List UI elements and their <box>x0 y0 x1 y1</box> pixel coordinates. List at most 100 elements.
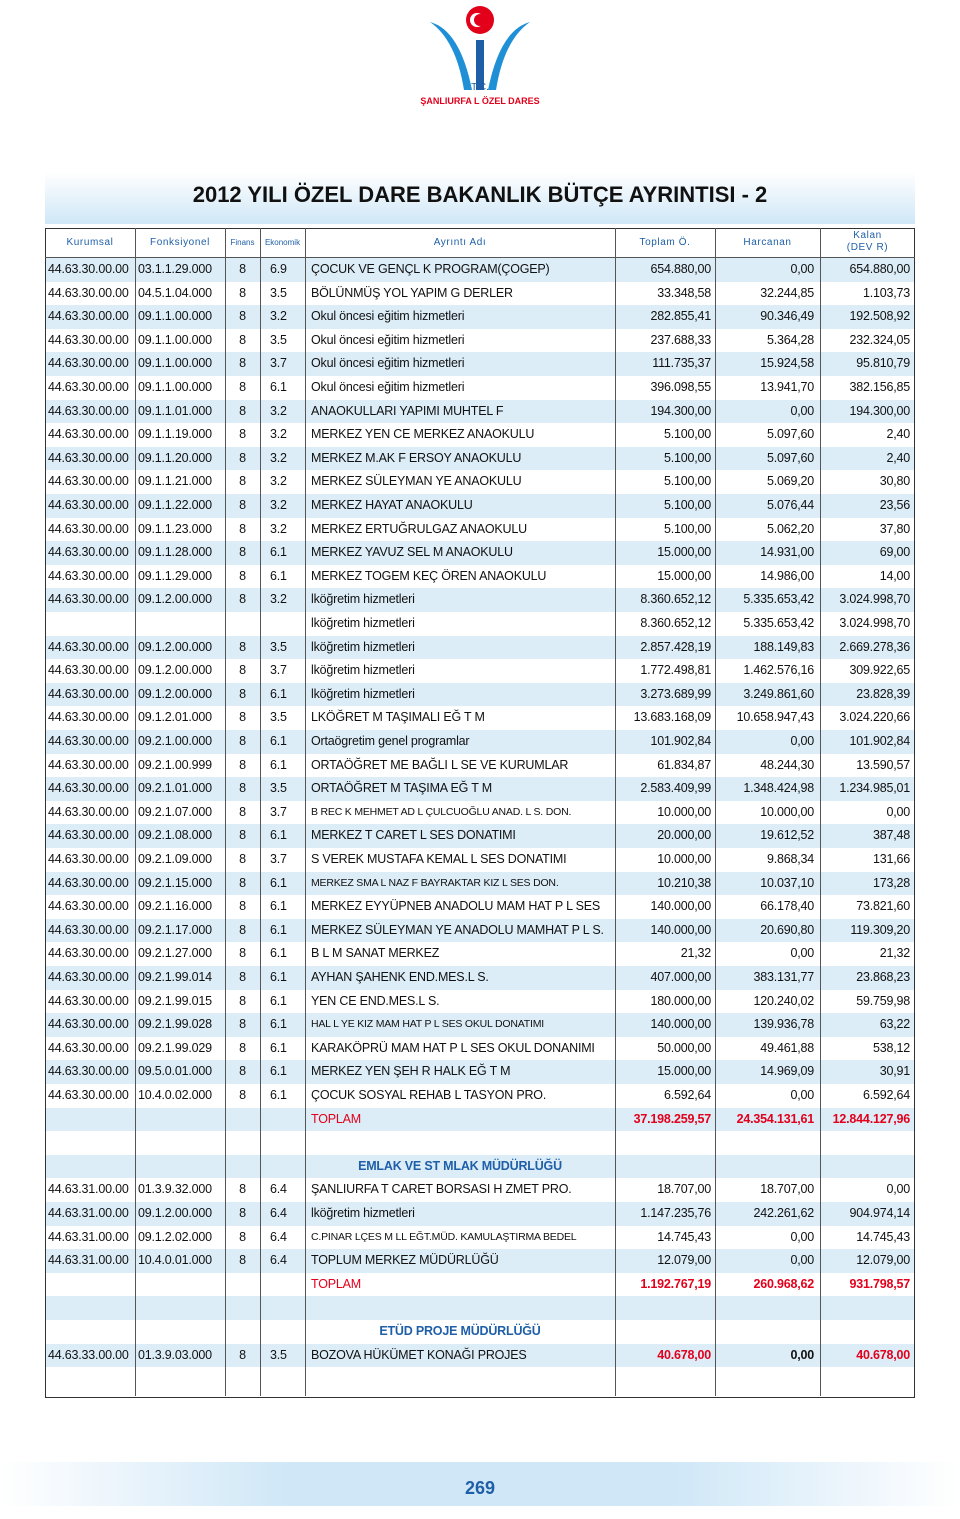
cell-fin: 8 <box>239 262 246 276</box>
cell-fin: 8 <box>239 1253 246 1268</box>
row-stripe <box>45 918 915 943</box>
cell-t: 1.772.498,81 <box>640 663 711 678</box>
row-stripe <box>45 871 915 896</box>
cell-t: 50.000,00 <box>657 1040 711 1055</box>
cell-fin: 8 <box>239 1347 246 1362</box>
cell-ad: lköğretim hizmetleri <box>311 592 415 607</box>
cell-k: 44.63.31.00.00 <box>48 1253 129 1268</box>
cell-t: 2.583.409,99 <box>640 781 711 796</box>
cell-k: 44.63.30.00.00 <box>48 875 129 890</box>
cell-ad: LKÖĞRET M TAŞIMALI EĞ T M <box>311 710 485 725</box>
cell-kl: 0,00 <box>886 804 910 819</box>
cell-ad: TOPLAM <box>311 1111 361 1126</box>
cell-k: 44.63.30.00.00 <box>48 262 129 276</box>
cell-ad: BÖLÜNMÜŞ YOL YAPIM G DERLER <box>311 285 513 300</box>
cell-k: 44.63.30.00.00 <box>48 922 129 937</box>
cell-e: 6.1 <box>270 946 287 961</box>
cell-fin: 8 <box>239 663 246 678</box>
cell-fin: 8 <box>239 946 246 961</box>
logo-line2: ŞANLIURFA L ÖZEL DARES <box>420 96 539 106</box>
cell-fin: 8 <box>239 686 246 701</box>
cell-k: 44.63.30.00.00 <box>48 828 129 843</box>
cell-ad: ORTAÖĞRET M TAŞIMA EĞ T M <box>311 781 492 796</box>
cell-h: 90.346,49 <box>760 309 814 324</box>
cell-f: 09.1.2.02.000 <box>138 1229 212 1244</box>
row-stripe <box>45 305 915 329</box>
cell-e: 3.5 <box>270 1347 287 1362</box>
cell-f: 01.3.9.03.000 <box>138 1347 212 1362</box>
cell-e: 6.4 <box>270 1206 287 1220</box>
cell-fin: 8 <box>239 309 246 324</box>
column-line <box>715 228 716 1396</box>
cell-k: 44.63.30.00.00 <box>48 804 129 819</box>
cell-h: 9.868,34 <box>766 852 814 866</box>
cell-ad: Okul öncesi eğitim hizmetleri <box>311 332 465 347</box>
cell-ad: lköğretim hizmetleri <box>311 616 415 630</box>
cell-kl: 2.669.278,36 <box>839 639 910 654</box>
cell-ad: MERKEZ EYYÜPNEB ANADOLU MAM HAT P L SES <box>311 899 601 914</box>
cell-kl: 14.745,43 <box>856 1229 910 1244</box>
cell-kl: 69,00 <box>879 545 910 560</box>
cell-k: 44.63.30.00.00 <box>48 639 129 654</box>
column-header: Kurumsal <box>66 237 114 248</box>
cell-fin: 8 <box>239 450 246 465</box>
cell-fin: 8 <box>239 1064 246 1079</box>
cell-h: 5.097,60 <box>766 427 814 442</box>
cell-ad: Okul öncesi eğitim hizmetleri <box>311 309 465 324</box>
cell-f: 09.2.1.09.000 <box>138 852 212 866</box>
cell-h: 24.354.131,61 <box>736 1111 815 1126</box>
cell-h: 0,00 <box>790 1347 814 1362</box>
cell-h: 10.000,00 <box>760 804 814 819</box>
row-stripe <box>45 1202 915 1226</box>
cell-k: 44.63.30.00.00 <box>48 332 129 347</box>
column-line <box>820 228 821 1396</box>
cell-e: 3.7 <box>270 852 287 866</box>
cell-fin: 8 <box>239 1229 246 1244</box>
cell-e: 6.1 <box>270 380 287 394</box>
cell-kl: 0,00 <box>886 1182 910 1197</box>
cell-fin: 8 <box>239 1182 246 1197</box>
cell-fin: 8 <box>239 828 246 843</box>
cell-t: 282.855,41 <box>650 309 711 324</box>
cell-k: 44.63.30.00.00 <box>48 663 129 678</box>
cell-k: 44.63.30.00.00 <box>48 1017 129 1032</box>
cell-ad: Okul öncesi eğitim hizmetleri <box>311 380 465 394</box>
cell-fin: 8 <box>239 757 246 772</box>
row-stripe <box>45 352 915 376</box>
cell-kl: 1.234.985,01 <box>839 781 910 796</box>
cell-kl: 59.759,98 <box>856 993 910 1008</box>
cell-h: 10.658.947,43 <box>736 710 815 725</box>
cell-t: 2.857.428,19 <box>640 639 711 654</box>
cell-t: 194.300,00 <box>650 403 711 418</box>
cell-h: 5.335.653,42 <box>743 616 814 630</box>
cell-h: 20.690,80 <box>760 922 814 937</box>
column-header: Harcanan <box>743 237 792 248</box>
cell-f: 09.1.1.21.000 <box>138 474 212 489</box>
cell-t: 140.000,00 <box>650 1017 711 1032</box>
cell-kl: 387,48 <box>872 828 910 843</box>
cell-h: 32.244,85 <box>760 285 814 300</box>
cell-ad: B REC K MEHMET AD L ÇULCUOĞLU ANAD. L S.… <box>311 805 572 818</box>
cell-fin: 8 <box>239 970 246 984</box>
cell-k: 44.63.30.00.00 <box>48 309 129 324</box>
section-title: EMLAK VE ST MLAK MÜDÜRLÜĞÜ <box>358 1158 562 1173</box>
cell-h: 5.335.653,42 <box>743 592 814 607</box>
cell-h: 242.261,62 <box>753 1206 814 1220</box>
cell-t: 180.000,00 <box>650 993 711 1008</box>
cell-h: 14.931,00 <box>760 545 814 560</box>
cell-h: 19.612,52 <box>760 828 814 843</box>
cell-ad: MERKEZ M.AK F ERSOY ANAOKULU <box>311 450 522 465</box>
cell-e: 3.5 <box>270 285 287 300</box>
cell-f: 09.2.1.27.000 <box>138 946 212 961</box>
cell-h: 48.244,30 <box>760 757 814 772</box>
cell-kl: 101.902,84 <box>849 734 910 748</box>
cell-k: 44.63.30.00.00 <box>48 1088 129 1102</box>
cell-h: 0,00 <box>790 946 814 961</box>
row-stripe <box>45 966 915 990</box>
cell-t: 140.000,00 <box>650 899 711 914</box>
cell-f: 09.2.1.17.000 <box>138 922 212 937</box>
row-stripe <box>45 1013 915 1037</box>
cell-t: 13.683.168,09 <box>633 710 712 725</box>
cell-k: 44.63.30.00.00 <box>48 899 129 914</box>
cell-k: 44.63.30.00.00 <box>48 946 129 961</box>
